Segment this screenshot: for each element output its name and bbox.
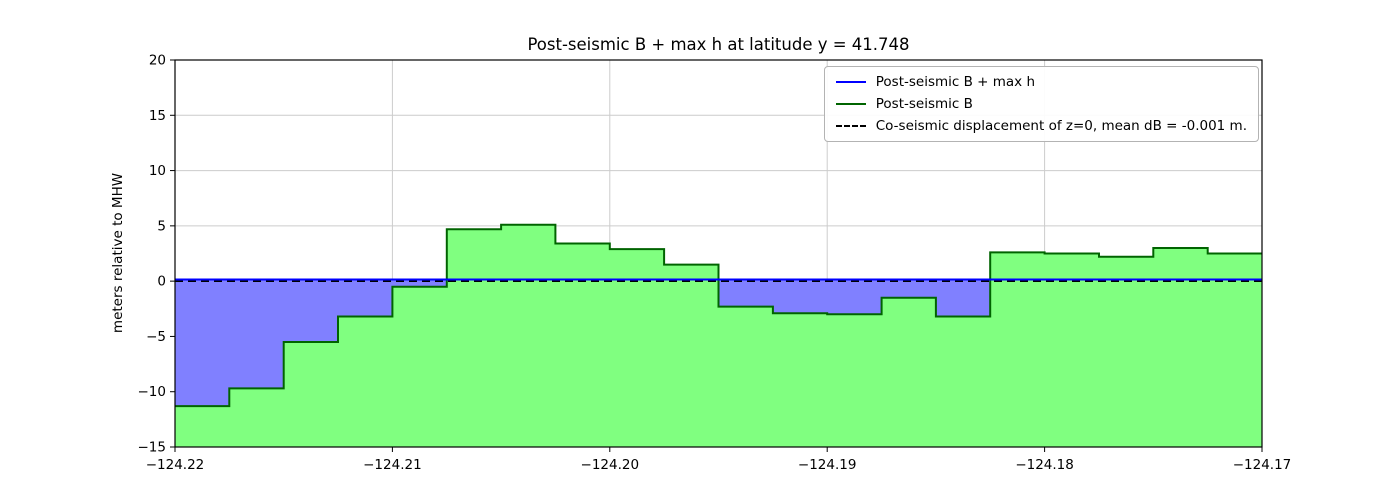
y-axis-label: meters relative to MHW: [110, 172, 126, 334]
legend-line-green-icon: [835, 103, 866, 105]
legend-line-blue-icon: [835, 81, 866, 83]
legend: Post-seismic B + max h Post-seismic B Co…: [823, 66, 1259, 142]
line-post-seismic-b: [175, 223, 1262, 408]
y-tick-label: −5: [146, 329, 166, 345]
x-tick-label: −124.21: [363, 457, 422, 473]
plot-frame: [174, 59, 1263, 448]
x-tick-label: −124.18: [1015, 457, 1074, 473]
y-tick-label: 0: [157, 274, 166, 290]
y-tick-label: 20: [149, 53, 166, 69]
legend-line-dashed-icon: [835, 125, 866, 127]
y-tick-label: 5: [157, 218, 166, 234]
legend-label: Post-seismic B + max h: [875, 74, 1036, 90]
y-tick-label: 10: [149, 163, 166, 179]
legend-item-coseismic-displacement: Co-seismic displacement of z=0, mean dB …: [835, 118, 1247, 134]
chart-title: Post-seismic B + max h at latitude y = 4…: [527, 35, 910, 54]
legend-label: Post-seismic B: [875, 96, 973, 112]
y-tick-label: −10: [138, 384, 167, 400]
y-tick-label: 15: [149, 108, 166, 124]
legend-item-post-seismic-b: Post-seismic B: [835, 96, 1247, 112]
x-tick-label: −124.17: [1233, 457, 1292, 473]
y-tick-label: −15: [138, 440, 167, 456]
legend-item-b-plus-maxh: Post-seismic B + max h: [835, 74, 1247, 90]
x-tick-label: −124.19: [798, 457, 857, 473]
legend-label: Co-seismic displacement of z=0, mean dB …: [875, 118, 1247, 134]
x-tick-label: −124.22: [146, 457, 205, 473]
x-tick-label: −124.20: [581, 457, 640, 473]
